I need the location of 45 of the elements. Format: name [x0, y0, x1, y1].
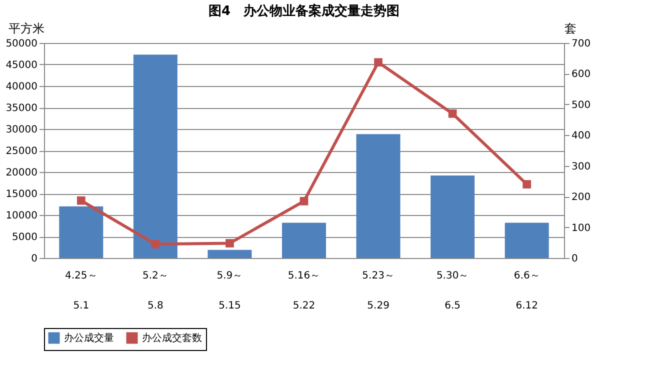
category-label: 6.6～ 6.12 — [514, 270, 540, 312]
y-tick-label: 15000 — [6, 189, 38, 200]
y-tick-label: 25000 — [6, 146, 38, 157]
y-tick-label: 50000 — [6, 38, 38, 50]
bar — [208, 250, 252, 258]
point — [374, 58, 382, 67]
point — [226, 239, 234, 248]
bar — [282, 222, 326, 258]
point — [300, 196, 308, 206]
category-label: 5.30～ 6.5 — [436, 270, 469, 312]
y2-axis-title: 套 — [564, 22, 576, 36]
y-tick-label: 5000 — [12, 232, 38, 243]
category-label: 4.25～ 5.1 — [65, 270, 98, 312]
y-tick-label: 10000 — [6, 210, 38, 222]
y-tick-label: 45000 — [6, 60, 38, 71]
y2-tick-label: 700 — [572, 38, 591, 50]
y2-tick-label: 300 — [572, 161, 591, 172]
category-label: 5.16～ 5.22 — [288, 270, 320, 312]
bar — [356, 134, 400, 258]
point — [448, 109, 457, 118]
point — [522, 180, 532, 188]
chart-title: 图4 办公物业备案成交量走势图 — [208, 3, 400, 19]
y2-tick-label: 400 — [572, 130, 591, 142]
y2-tick-label: 500 — [572, 100, 591, 111]
y2-tick-label: 600 — [572, 69, 591, 80]
bar — [504, 222, 549, 258]
point — [151, 240, 160, 248]
y2-tick-label: 100 — [572, 222, 591, 234]
bar — [59, 206, 104, 258]
y-tick-label: 30000 — [6, 124, 38, 136]
legend-label: 办公成交套数 — [142, 332, 202, 344]
category-label: 5.9～ 5.15 — [216, 270, 243, 312]
y2-tick-label: 0 — [572, 254, 578, 264]
bar — [133, 54, 178, 258]
y-tick-label: 20000 — [6, 168, 38, 178]
legend-label: 办公成交量 — [64, 332, 114, 344]
category-label: 5.2～ 5.8 — [142, 270, 168, 312]
category-label: 5.23～ 5.29 — [362, 270, 394, 312]
y-tick-label: 35000 — [6, 103, 38, 114]
y-tick-label: 40000 — [6, 82, 38, 92]
bar — [430, 175, 475, 258]
point — [76, 196, 86, 205]
y-axis-title: 平方米 — [8, 22, 44, 36]
y2-tick-label: 200 — [572, 192, 591, 204]
y-tick-label: 0 — [31, 254, 38, 264]
